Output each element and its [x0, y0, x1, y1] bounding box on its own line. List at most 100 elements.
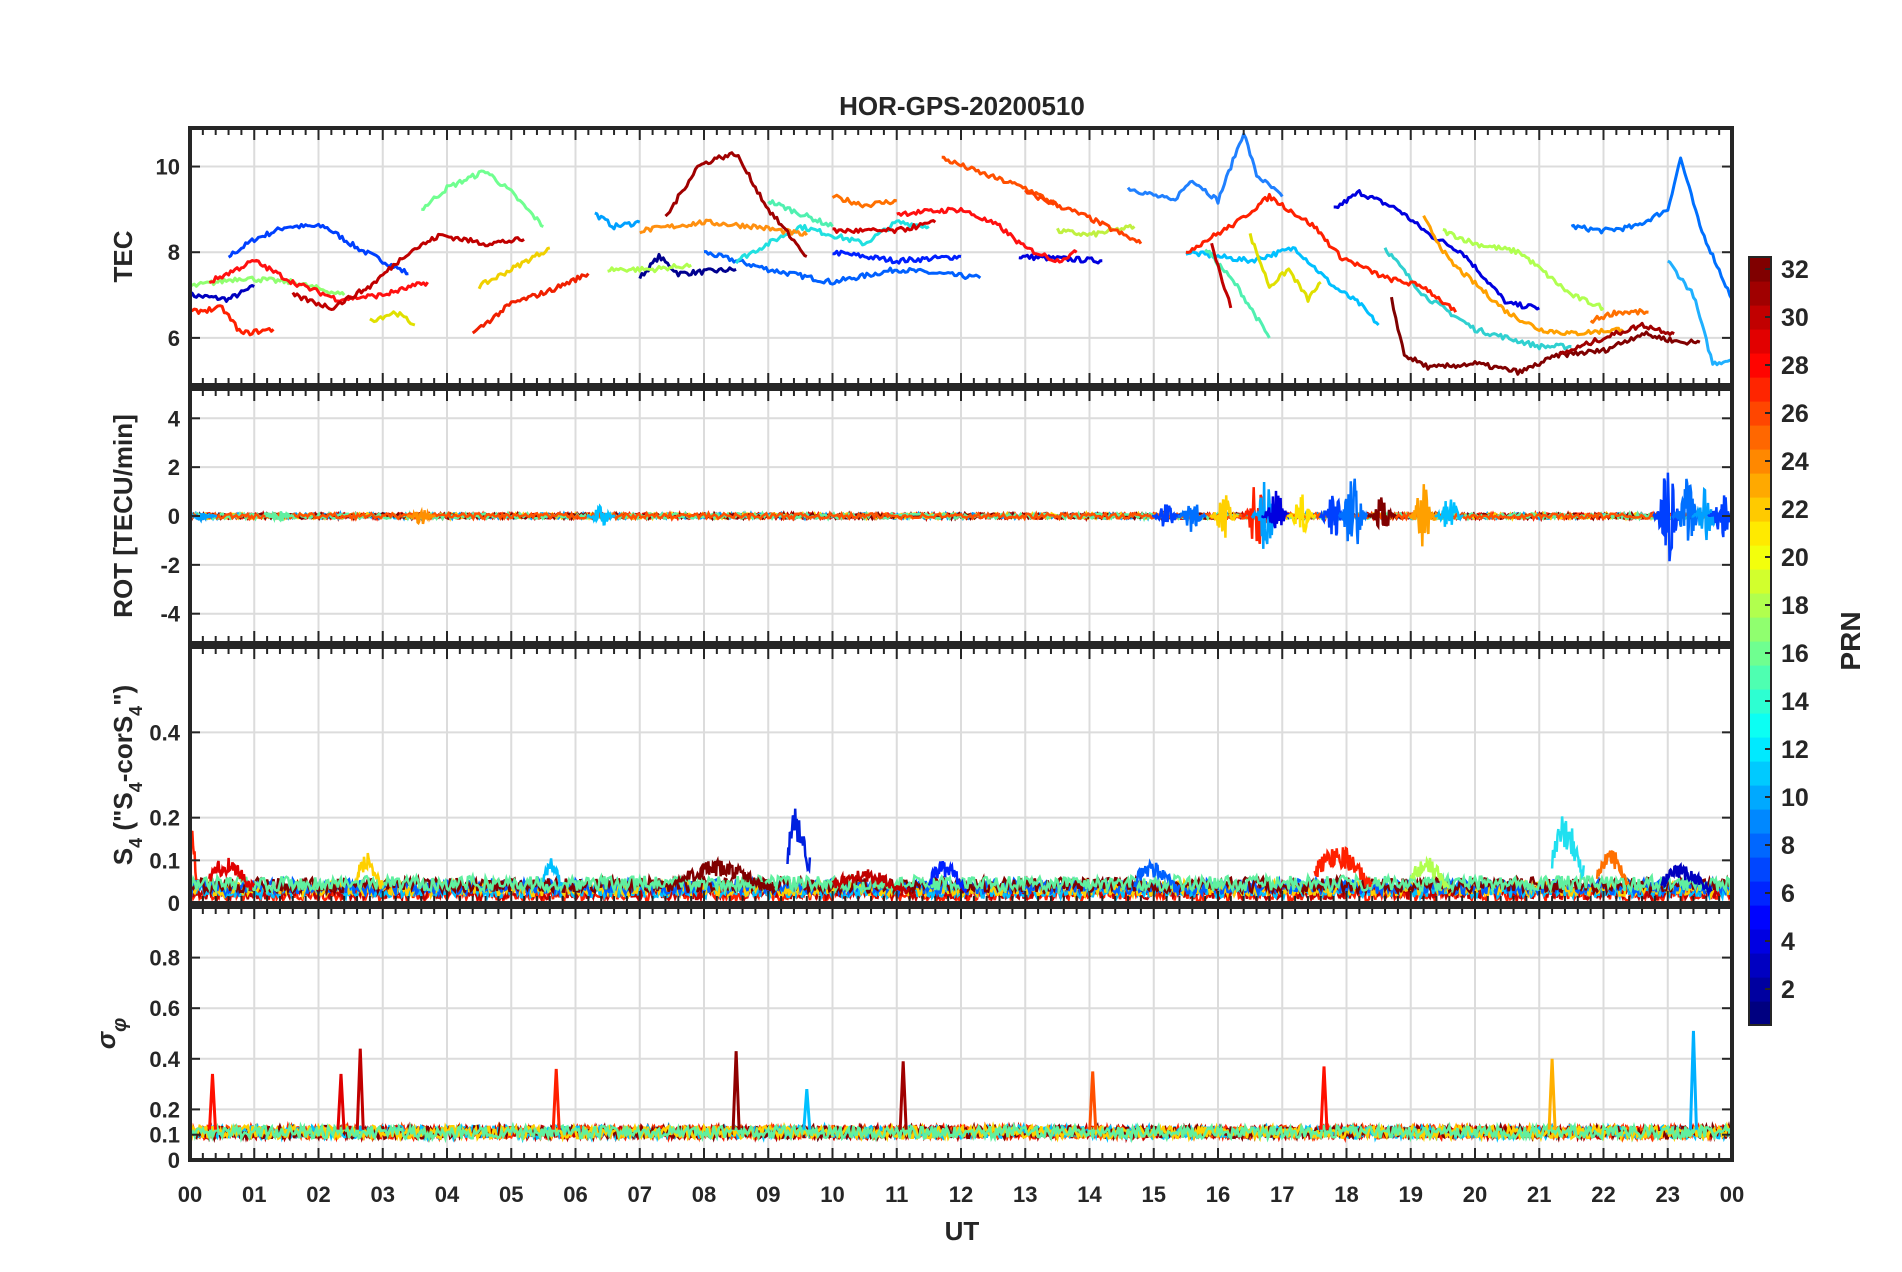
- tec-series: [477, 246, 551, 290]
- rot-event: [1287, 494, 1317, 535]
- x-tick-label: 11: [885, 1182, 908, 1207]
- chart-title: HOR-GPS-20200510: [839, 91, 1085, 121]
- colorbar-tick-label: 30: [1781, 304, 1809, 332]
- colorbar-tick-label: 28: [1781, 352, 1809, 380]
- y-tick-label: 0.8: [149, 946, 180, 971]
- tec-series: [291, 232, 525, 311]
- colorbar-tick-label: 26: [1781, 400, 1809, 428]
- rot-event: [265, 510, 295, 523]
- colorbar-segment: [1749, 905, 1771, 930]
- s4-event: [1409, 855, 1450, 890]
- x-tick-label: 13: [1013, 1182, 1037, 1207]
- sigma-spike: [355, 1048, 365, 1130]
- sigma-spike: [207, 1073, 217, 1130]
- tec-series: [832, 249, 962, 265]
- y-tick-label: 6: [168, 326, 180, 351]
- s4-event: [1595, 849, 1630, 886]
- rot-event: [1408, 484, 1439, 547]
- colorbar-tick-label: 18: [1781, 592, 1809, 620]
- y-tick-label: 0: [168, 891, 180, 916]
- colorbar-tick-label: 14: [1781, 688, 1809, 716]
- tick-marks: [189, 389, 1733, 643]
- colorbar-segment: [1749, 377, 1771, 402]
- tec-series: [639, 218, 808, 237]
- s4-event: [786, 808, 812, 875]
- y-tick-label: 0.6: [149, 996, 180, 1021]
- rot-event: [1177, 504, 1207, 532]
- x-tick-label: 10: [820, 1182, 844, 1207]
- x-tick-label: 16: [1206, 1182, 1230, 1207]
- colorbar-segment: [1749, 809, 1771, 834]
- x-tick-label: 01: [242, 1182, 266, 1207]
- rot-event: [1261, 490, 1292, 529]
- tec-series: [896, 206, 1078, 264]
- colorbar-segment: [1749, 449, 1771, 474]
- colorbar-segment: [1749, 521, 1771, 546]
- sigma-spike: [1688, 1030, 1698, 1130]
- y-tick-label: 0.1: [149, 1123, 180, 1148]
- colorbar-segment: [1749, 857, 1771, 882]
- y-axis-label: TEC: [108, 230, 138, 282]
- sigma-spike: [731, 1051, 741, 1130]
- colorbar-frame: [1748, 256, 1772, 1026]
- y-tick-label: -2: [160, 553, 180, 578]
- x-tick-label: 04: [435, 1182, 460, 1207]
- y-tick-label: -4: [160, 602, 180, 627]
- colorbar-segment: [1749, 689, 1771, 714]
- x-tick-label: 00: [178, 1182, 202, 1207]
- tec-series: [1422, 215, 1624, 337]
- tec-series: [1390, 296, 1701, 376]
- tec-series: [1248, 233, 1322, 303]
- rot-event: [1671, 478, 1702, 541]
- tec-series: [1442, 228, 1605, 311]
- y-axis-label: σφ: [91, 1018, 131, 1049]
- x-tick-label: 08: [692, 1182, 716, 1207]
- colorbar-tick-label: 6: [1781, 880, 1795, 908]
- colorbar-segment: [1749, 281, 1771, 306]
- rot-event: [1209, 495, 1239, 538]
- colorbar-tick-label: 10: [1781, 784, 1809, 812]
- x-tick-label: 00: [1720, 1182, 1744, 1207]
- s4-event: [1660, 861, 1713, 897]
- tec-series: [607, 262, 692, 274]
- s4-event: [677, 855, 776, 894]
- y-tick-label: 0.2: [149, 1097, 180, 1122]
- colorbar-segment: [1749, 329, 1771, 354]
- tec-series: [1126, 132, 1284, 205]
- sigma-spike: [1088, 1071, 1098, 1130]
- colorbar-tick-label: 12: [1781, 736, 1809, 764]
- colorbar-tick-label: 4: [1781, 928, 1795, 956]
- traces: [190, 132, 1732, 376]
- colorbar-segment: [1749, 425, 1771, 450]
- tec-series: [1558, 321, 1675, 356]
- x-tick-label: 19: [1399, 1182, 1423, 1207]
- y-tick-label: 0: [168, 504, 180, 529]
- tec-series: [594, 211, 641, 231]
- tec-series: [941, 155, 1059, 207]
- panel-s4: 0 0.1 0.2 0.4S4 ("S4-corS4"): [108, 645, 1734, 916]
- rot-baseline: [190, 510, 1732, 522]
- colorbar-segment: [1749, 641, 1771, 666]
- colorbar-segment: [1749, 881, 1771, 906]
- sigma-spike: [551, 1068, 561, 1130]
- tec-series: [1667, 259, 1732, 367]
- x-tick-label: 05: [499, 1182, 523, 1207]
- tec-series: [1024, 189, 1143, 245]
- colorbar-segment: [1749, 593, 1771, 618]
- colorbar-segment: [1749, 401, 1771, 426]
- sigma-spike: [1319, 1066, 1329, 1130]
- tec-series: [767, 199, 834, 228]
- rot-event: [406, 506, 436, 526]
- colorbar-tick-label: 8: [1781, 832, 1795, 860]
- colorbar-segment: [1749, 953, 1771, 978]
- tec-series: [831, 193, 898, 209]
- colorbar-segment: [1749, 305, 1771, 330]
- x-tick-label: 18: [1334, 1182, 1358, 1207]
- x-tick-label: 07: [628, 1182, 652, 1207]
- colorbar-segment: [1749, 257, 1771, 282]
- tec-series: [190, 284, 255, 303]
- x-tick-label: 14: [1077, 1182, 1102, 1207]
- tec-series: [638, 252, 737, 280]
